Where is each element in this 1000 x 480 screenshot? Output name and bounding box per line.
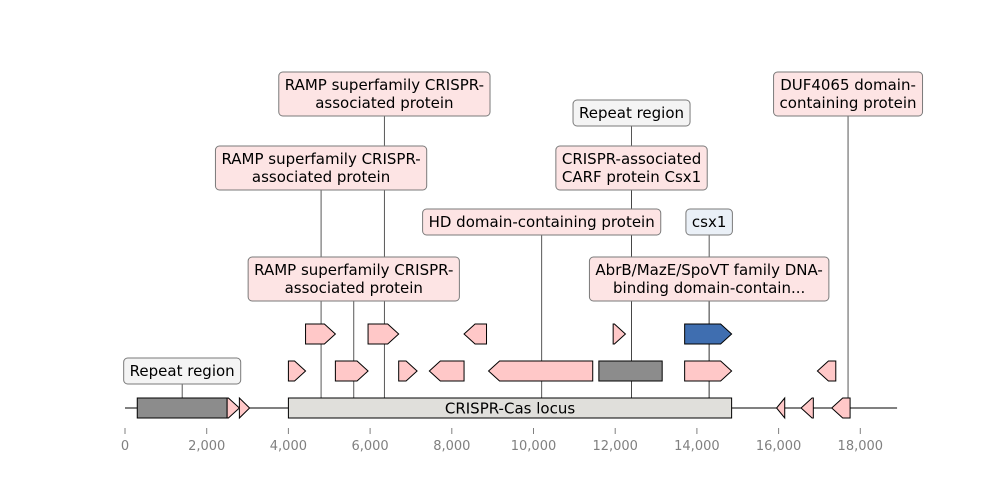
feature-label-text: csx1	[692, 213, 726, 231]
gene-arrow	[238, 396, 251, 420]
gene-arrow	[775, 396, 786, 420]
feature-label-box	[773, 71, 924, 117]
crispr-cas-locus: CRISPR-Cas locus	[287, 397, 733, 419]
crispr-cas-locus-box	[287, 397, 733, 419]
feature-label-text: RAMP superfamily CRISPR-associated prote…	[285, 76, 484, 112]
feature-label-text: DUF4065 domain-containing protein	[780, 76, 917, 112]
feature-label: AbrB/MazE/SpoVT family DNA-binding domai…	[588, 256, 830, 302]
feature-label-text: Repeat region	[579, 104, 684, 122]
gene-arrow	[226, 397, 241, 419]
leader-lines	[181, 94, 849, 402]
feature-label-text: RAMP superfamily CRISPR-associated prote…	[254, 261, 453, 297]
gene-arrow	[816, 360, 837, 382]
gene-arrow	[334, 360, 369, 382]
feature-label: HD domain-containing protein	[422, 208, 662, 236]
feature-label: Repeat region	[572, 99, 691, 127]
feature-label-text: RAMP superfamily CRISPR-associated prote…	[221, 150, 420, 186]
feature-label-box	[555, 145, 708, 191]
gene-arrow	[428, 360, 465, 382]
feature-label-text: AbrB/MazE/SpoVT family DNA-binding domai…	[595, 261, 822, 297]
gene-arrow	[684, 360, 733, 382]
feature-label-box	[278, 71, 491, 117]
feature-label-text: Repeat region	[130, 362, 235, 380]
axis-tick-label: 2,000	[188, 439, 225, 454]
axis-tick-label: 16,000	[756, 439, 802, 454]
axis-tick-label: 18,000	[838, 439, 884, 454]
feature-label: DUF4065 domain-containing protein	[773, 71, 924, 117]
x-axis: 0 2,000 4,000 6,000 8,000 10,000 12,000 14,000 1…	[121, 428, 883, 454]
gene-arrow	[305, 323, 337, 345]
axis-tick-label: 8,000	[433, 439, 470, 454]
axis-tick-label: 12,000	[592, 439, 638, 454]
crispr-cas-locus-label: CRISPR-Cas locus	[445, 400, 575, 418]
axis-tick-label: 6,000	[351, 439, 388, 454]
feature-label-box	[247, 256, 460, 302]
repeat-region-box	[136, 397, 228, 419]
axis-tick-label: 0	[121, 439, 129, 454]
feature-label-text: CRISPR-associated CARF protein Csx1	[562, 150, 701, 186]
feature-label-box	[685, 208, 733, 236]
feature-arrows	[136, 323, 851, 420]
feature-label: RAMP superfamily CRISPR-associated prote…	[214, 145, 428, 191]
feature-label-box	[572, 99, 691, 127]
feature-label-box	[123, 357, 242, 385]
feature-label-box	[214, 145, 428, 191]
feature-label: CRISPR-associated CARF protein Csx1	[555, 145, 708, 191]
feature-label-box	[588, 256, 830, 302]
gene-arrow	[830, 397, 851, 419]
feature-label-box	[422, 208, 662, 236]
gene-arrow	[287, 360, 307, 382]
feature-label-text: HD domain-containing protein	[429, 213, 655, 231]
feature-labels: Repeat region RAMP superfamily CRISPR-ass…	[123, 71, 924, 385]
gene-arrow	[463, 323, 488, 345]
gene-arrow	[612, 323, 627, 345]
axis-tick-label: 14,000	[674, 439, 720, 454]
gene-arrow	[367, 323, 400, 345]
repeat-region-box	[598, 360, 663, 382]
gene-arrow	[800, 397, 814, 419]
axis-tick-label: 10,000	[511, 439, 557, 454]
gene-arrow	[398, 360, 418, 382]
axis-tick-label: 4,000	[270, 439, 307, 454]
csx1-gene-arrow	[684, 323, 733, 345]
feature-label: Repeat region	[123, 357, 242, 385]
gene-arrow	[487, 360, 594, 382]
feature-label: csx1	[685, 208, 733, 236]
feature-label: RAMP superfamily CRISPR-associated prote…	[247, 256, 460, 302]
feature-label: RAMP superfamily CRISPR-associated prote…	[278, 71, 491, 117]
